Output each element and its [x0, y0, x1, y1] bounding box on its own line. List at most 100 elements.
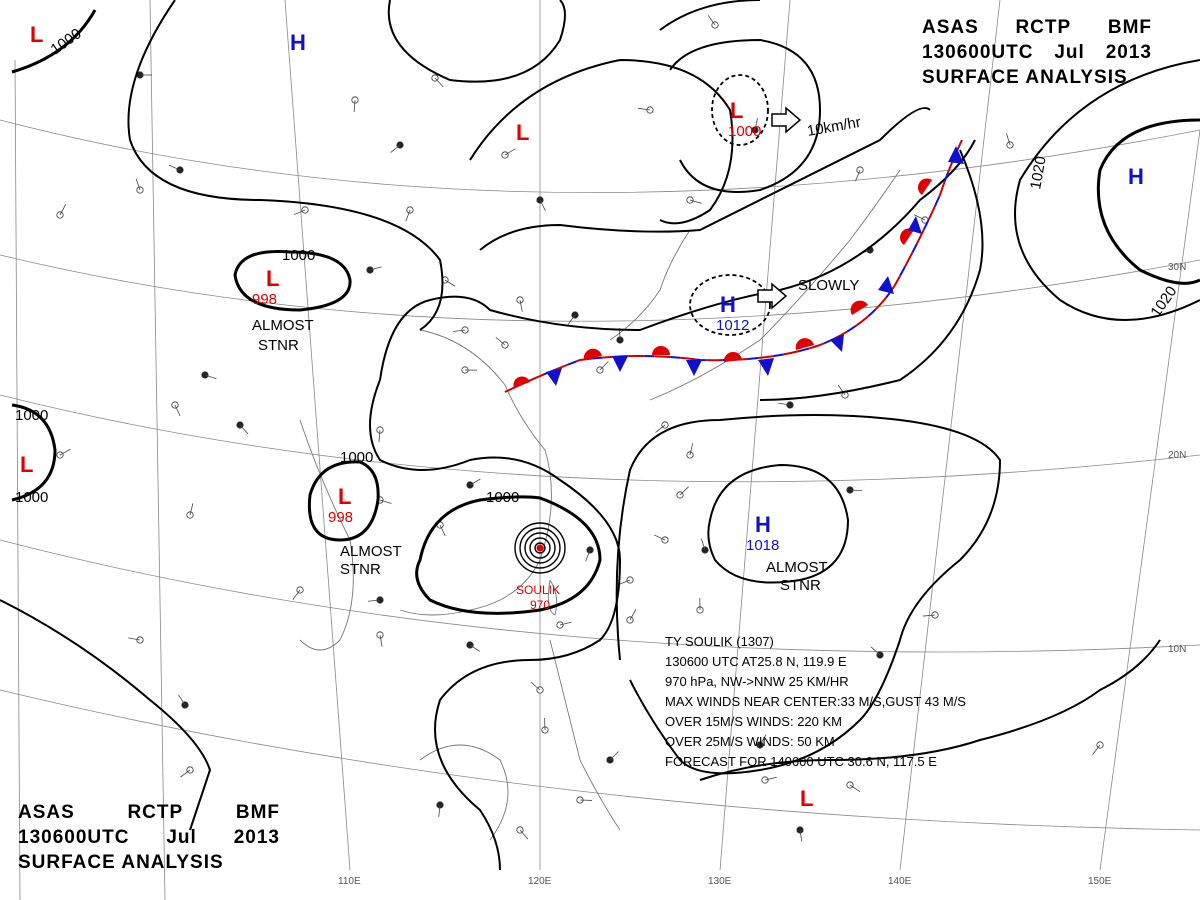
isobar-north-inner: [387, 0, 566, 83]
isobar-high-1018: [707, 463, 850, 584]
station-wind-shaft: [59, 448, 71, 456]
lon-label-130e: 130E: [708, 876, 732, 887]
header-bottom-line-2: 130600UTC Jul 2013: [18, 825, 280, 850]
arrow-central-high-icon: [757, 282, 788, 310]
cold-barb-1: [546, 368, 562, 386]
isobar-central-outer: [369, 379, 622, 871]
station-wind-shaft: [609, 751, 619, 761]
isobar-central-1000: [415, 495, 602, 615]
station-wind-shaft: [754, 118, 758, 131]
isobar-east-1020-inner: [1096, 118, 1200, 285]
station-wind-shaft: [189, 503, 194, 516]
meridian-90e: [14, 59, 21, 900]
isobar-south-east-band: [615, 414, 1002, 775]
warm-bump-5: [795, 338, 814, 350]
meridian-100e: [149, 0, 166, 900]
station-wind-shaft: [849, 784, 861, 793]
station-wind-shaft: [655, 424, 666, 433]
lon-label-140e: 140E: [888, 876, 912, 887]
station-wind-shaft: [434, 77, 444, 88]
station-wind-shaft: [135, 178, 141, 191]
typhoon-info-line-4: MAX WINDS NEAR CENTER:33 M/S,GUST 43 M/S: [665, 694, 966, 709]
station-wind-shaft: [469, 644, 481, 652]
coastlines: [299, 169, 901, 841]
station-wind-shaft: [293, 209, 306, 216]
isobar-north-mid: [469, 58, 734, 225]
low-center-south-east: L: [800, 786, 813, 811]
high-note-south-east-2: STNR: [780, 577, 821, 594]
station-wind-shaft: [378, 429, 381, 442]
station-wind-shaft: [653, 534, 666, 541]
isobar-label-south-west: 1000: [340, 449, 373, 466]
typhoon-eye-icon: [536, 544, 544, 552]
low-note-west-1: ALMOST: [252, 317, 314, 334]
isobar-south-west-998: [307, 460, 380, 542]
low-note-west-2: STNR: [258, 337, 299, 354]
typhoon-ring-5: [514, 522, 566, 574]
isobar-east-1020-big: [1014, 59, 1200, 321]
station-wind-shaft: [239, 424, 249, 435]
high-center-central: H: [720, 292, 736, 317]
header-top-station: RCTP: [1015, 17, 1072, 38]
lat-label-20n: 20N: [1168, 450, 1186, 461]
cold-barb-7: [908, 216, 922, 234]
station-wind-shaft: [559, 621, 572, 626]
stationary-front: [504, 139, 964, 393]
meridian-150e: [1099, 129, 1200, 871]
header-top-time: 130600UTC: [922, 42, 1034, 63]
typhoon-pressure: 970: [530, 598, 550, 612]
warm-bump-1: [513, 376, 530, 388]
station-wind-shaft: [618, 579, 631, 585]
isobar-west-outer: [379, 139, 976, 381]
station-wind-shaft: [629, 609, 637, 621]
typhoon-info-line-2: 130600 UTC AT25.8 N, 119.9 E: [665, 654, 847, 669]
parallel-0n: [0, 689, 1200, 831]
warm-bump-7: [899, 228, 914, 245]
header-bottom-line-3: SURFACE ANALYSIS: [18, 852, 224, 873]
station-wind-shaft: [689, 199, 702, 204]
high-note-central: SLOWLY: [798, 277, 859, 294]
station-wind-shaft: [567, 314, 576, 325]
station-wind-shaft: [438, 804, 441, 817]
isobars: [0, 0, 1200, 871]
station-wind-shaft: [519, 299, 523, 312]
station-wind-shaft: [353, 99, 356, 112]
station-wind-shaft: [369, 266, 382, 271]
isobar-label-far-west-top: 1000: [15, 407, 48, 424]
dashed-contours: [689, 74, 771, 336]
station-wind-shaft: [59, 204, 66, 216]
isobar-nw-1000: [11, 9, 97, 74]
warm-bump-2: [583, 348, 602, 360]
indochina-coast: [299, 419, 354, 651]
station-wind-shaft: [204, 374, 217, 380]
cold-barb-2: [612, 356, 628, 372]
typhoon-info-line-3: 970 hPa, NW->NNW 25 KM/HR: [665, 674, 849, 689]
station-wind-shaft: [923, 614, 936, 617]
station-wind-shaft: [638, 107, 651, 111]
low-note-south-west-2: STNR: [340, 561, 381, 578]
pressure-centers: L H L L 1000 H L 998 ALMOST STNR H 1012 …: [20, 22, 1144, 811]
station-wind-shaft: [469, 478, 481, 486]
high-center-north: H: [290, 30, 306, 55]
typhoon-ring-1: [534, 542, 546, 554]
typhoon-info-line-5: OVER 15M/S WINDS: 220 KM: [665, 714, 842, 729]
station-wind-shaft: [778, 402, 791, 406]
header-bottom-code: BMF: [235, 802, 280, 823]
station-wind-shaft: [174, 404, 181, 417]
typhoon-symbol: [514, 522, 566, 574]
typhoon-info-block: TY SOULIK (1307) 130600 UTC AT25.8 N, 11…: [665, 634, 966, 769]
station-wind-shaft: [168, 164, 181, 171]
high-note-south-east-1: ALMOST: [766, 559, 828, 576]
header-bottom-line-1: ASAS RCTP BMF: [18, 800, 280, 825]
header-top-year: 2013: [1105, 42, 1152, 63]
typhoon-info-line-1: TY SOULIK (1307): [665, 634, 774, 649]
station-wind-shaft: [689, 443, 694, 456]
high-center-south-east: H: [755, 512, 771, 537]
borneo-coast: [419, 744, 509, 841]
isobar-label-far-west-bottom: 1000: [15, 489, 48, 506]
warm-bump-6: [850, 300, 868, 315]
lat-label-10n: 10N: [1168, 644, 1186, 655]
low-center-south-west: L: [338, 484, 351, 509]
